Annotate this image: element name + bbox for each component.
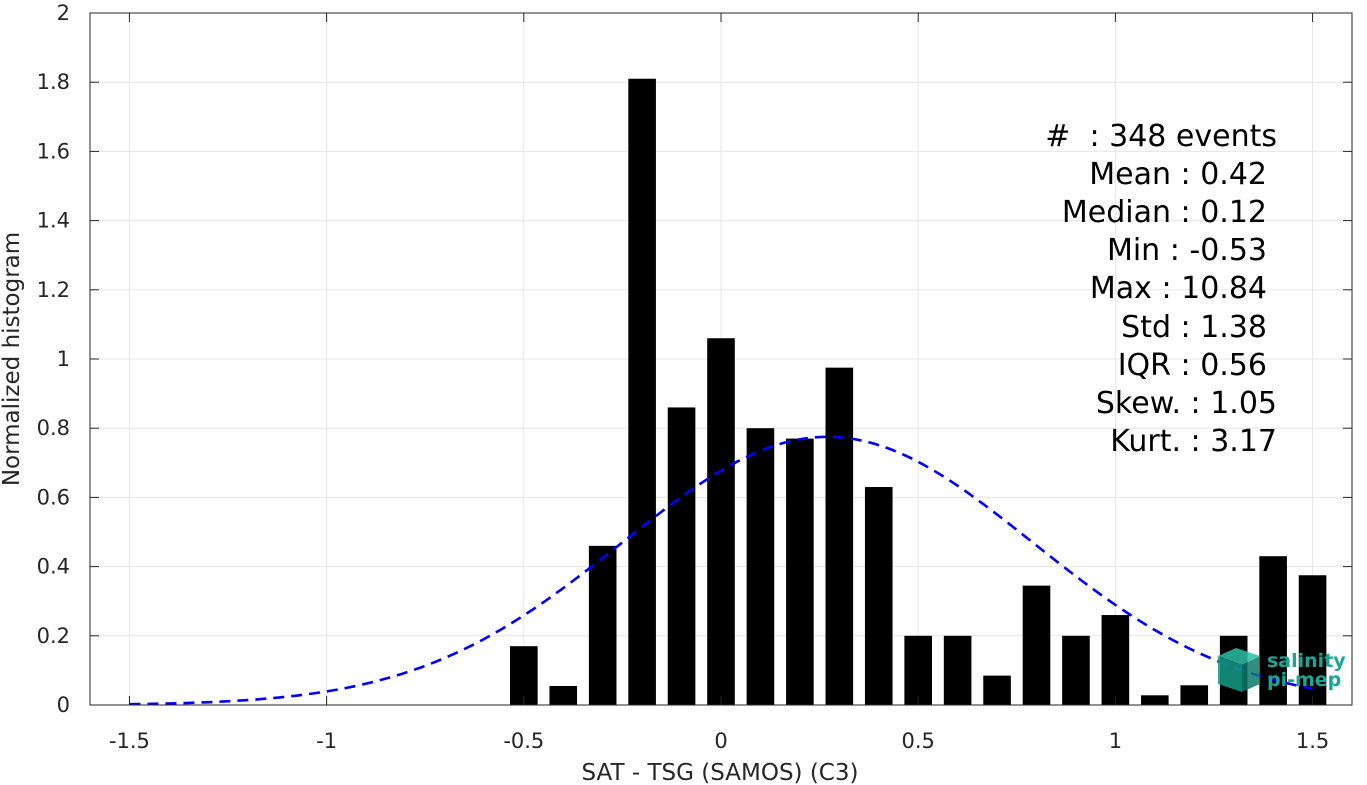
stats-min: Min : -0.53 <box>1107 233 1267 268</box>
histogram-bar <box>1298 575 1327 705</box>
histogram-bar <box>983 675 1011 705</box>
stats-skew: Skew. : 1.05 <box>1096 386 1277 421</box>
stats-kurt: Kurt. : 3.17 <box>1110 424 1277 459</box>
y-tick-label: 0.2 <box>37 624 70 648</box>
y-tick-label: 1.8 <box>37 70 70 94</box>
gaussian-fit-curve <box>129 435 1313 706</box>
histogram-bar <box>943 635 972 705</box>
stats-mean: Mean : 0.42 <box>1089 157 1267 192</box>
histogram-bar <box>1180 685 1209 705</box>
histogram-bar <box>510 646 538 705</box>
x-tick-label: 0 <box>714 729 727 753</box>
histogram-bar <box>628 78 656 706</box>
x-axis-title: SAT - TSG (SAMOS) (C3) <box>582 760 859 785</box>
histogram-bar <box>667 407 696 705</box>
stats-max: Max : 10.84 <box>1090 271 1267 306</box>
histogram-bar <box>864 487 893 705</box>
x-tick-label: -1 <box>316 729 337 753</box>
stats-events: # : 348 events <box>1045 119 1277 154</box>
histogram-bar <box>1062 635 1090 705</box>
y-tick-label: 0.8 <box>37 416 70 440</box>
stats-std: Std : 1.38 <box>1121 310 1267 345</box>
logo-line2: pi-mep <box>1267 669 1341 691</box>
x-tick-label: 1 <box>1109 729 1122 753</box>
y-tick-labels: 0 0.2 0.4 0.6 0.8 1 1.2 1.4 1.6 1.8 2 <box>37 1 70 717</box>
histogram-bar <box>707 338 735 705</box>
x-tick-labels: -1.5 -1 -0.5 0 0.5 1 1.5 <box>109 729 1329 753</box>
y-tick-label: 1.6 <box>37 139 70 163</box>
histogram-bar <box>746 428 775 705</box>
x-tick-label: -0.5 <box>503 729 544 753</box>
y-tick-label: 1 <box>57 347 70 371</box>
y-tick-label: 0.6 <box>37 485 70 509</box>
y-tick-label: 1.4 <box>37 209 70 233</box>
stats-box: # : 348 events Mean : 0.42 Median : 0.12… <box>1045 119 1277 459</box>
y-tick-label: 0.4 <box>37 555 70 579</box>
x-tick-label: 1.5 <box>1296 729 1329 753</box>
axis-ticks <box>90 12 1352 706</box>
histogram-bar <box>786 438 814 705</box>
stats-median: Median : 0.12 <box>1062 195 1267 230</box>
histogram-bar <box>1022 585 1051 705</box>
y-tick-label: 1.2 <box>37 278 70 302</box>
histogram-bar <box>588 545 617 705</box>
cube-icon <box>1218 648 1260 692</box>
histogram-bar <box>1141 695 1169 705</box>
histogram-bar <box>549 685 578 705</box>
y-axis-title: Normalized histogram <box>0 232 25 486</box>
y-tick-label: 2 <box>57 1 70 25</box>
x-tick-label: 0.5 <box>901 729 934 753</box>
y-tick-label: 0 <box>57 693 70 717</box>
histogram-bar <box>825 367 854 705</box>
histogram-bar <box>1101 615 1130 705</box>
x-tick-label: -1.5 <box>109 729 150 753</box>
salinity-pimep-logo: salinity pi-mep <box>1218 648 1346 692</box>
histogram-bar <box>904 635 932 705</box>
logo-line1: salinity <box>1267 650 1346 672</box>
stats-iqr: IQR : 0.56 <box>1118 348 1267 383</box>
